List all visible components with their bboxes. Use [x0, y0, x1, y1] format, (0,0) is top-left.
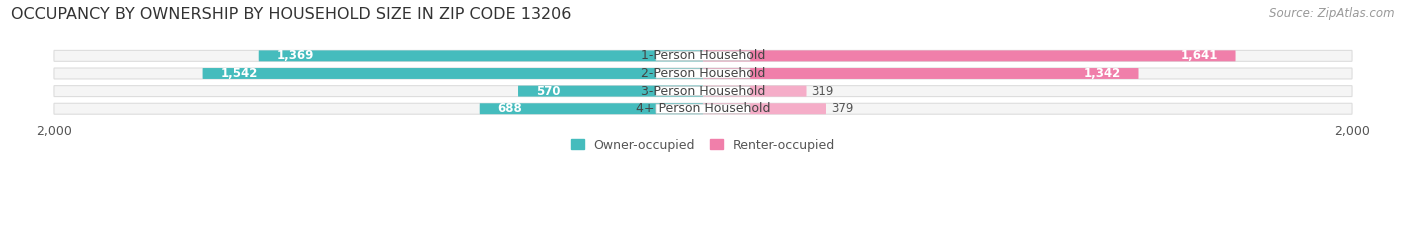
- FancyBboxPatch shape: [53, 103, 1353, 114]
- FancyBboxPatch shape: [259, 50, 703, 61]
- Legend: Owner-occupied, Renter-occupied: Owner-occupied, Renter-occupied: [571, 139, 835, 151]
- Text: 2-Person Household: 2-Person Household: [641, 67, 765, 80]
- Text: 1,641: 1,641: [1180, 49, 1218, 62]
- FancyBboxPatch shape: [703, 68, 1139, 79]
- FancyBboxPatch shape: [53, 86, 1353, 96]
- Text: 3-Person Household: 3-Person Household: [641, 85, 765, 98]
- FancyBboxPatch shape: [53, 50, 1353, 61]
- FancyBboxPatch shape: [657, 104, 749, 113]
- Text: 1-Person Household: 1-Person Household: [641, 49, 765, 62]
- FancyBboxPatch shape: [703, 86, 807, 96]
- FancyBboxPatch shape: [657, 69, 749, 78]
- Text: Source: ZipAtlas.com: Source: ZipAtlas.com: [1270, 7, 1395, 20]
- FancyBboxPatch shape: [517, 86, 703, 96]
- Text: 319: 319: [811, 85, 834, 98]
- Text: 1,542: 1,542: [221, 67, 257, 80]
- FancyBboxPatch shape: [53, 68, 1353, 79]
- Text: 1,369: 1,369: [277, 49, 314, 62]
- Text: OCCUPANCY BY OWNERSHIP BY HOUSEHOLD SIZE IN ZIP CODE 13206: OCCUPANCY BY OWNERSHIP BY HOUSEHOLD SIZE…: [11, 7, 572, 22]
- FancyBboxPatch shape: [202, 68, 703, 79]
- Text: 570: 570: [536, 85, 561, 98]
- Text: 379: 379: [831, 102, 853, 115]
- FancyBboxPatch shape: [703, 103, 825, 114]
- FancyBboxPatch shape: [703, 50, 1236, 61]
- FancyBboxPatch shape: [479, 103, 703, 114]
- Text: 4+ Person Household: 4+ Person Household: [636, 102, 770, 115]
- Text: 688: 688: [498, 102, 522, 115]
- FancyBboxPatch shape: [657, 86, 749, 96]
- FancyBboxPatch shape: [657, 51, 749, 61]
- Text: 1,342: 1,342: [1084, 67, 1121, 80]
